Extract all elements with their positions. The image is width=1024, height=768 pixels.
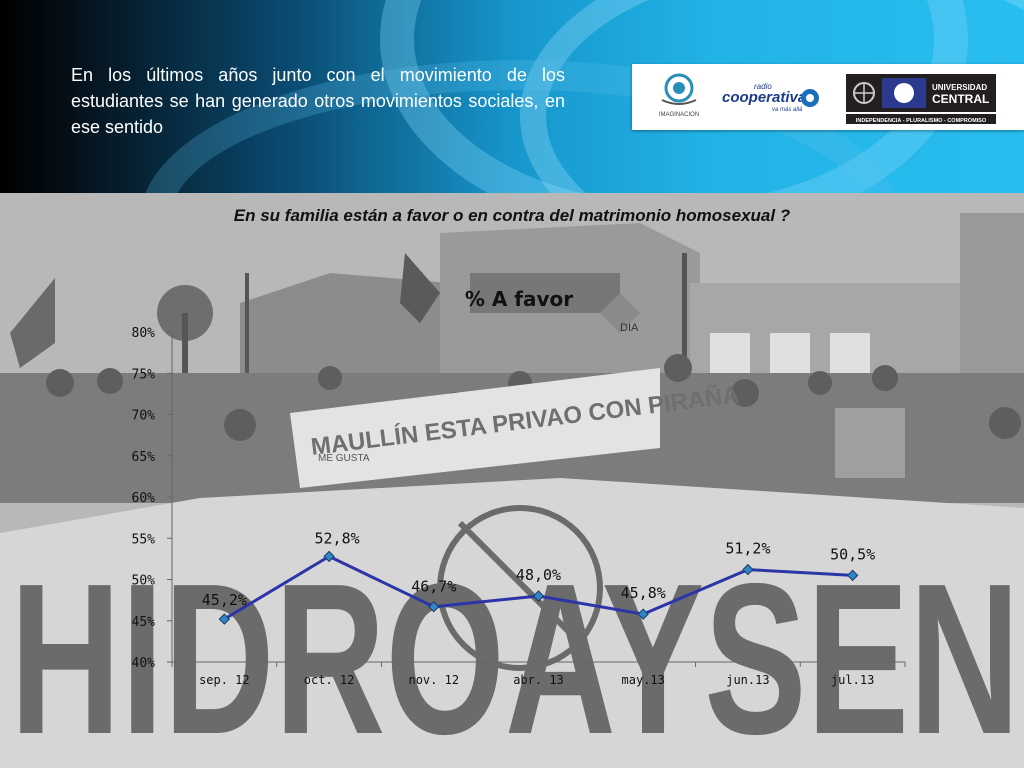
universidad-motto: INDEPENDENCIA - PLURALISMO - COMPROMISO [856,118,987,124]
x-tick-label: jul.13 [831,673,874,687]
building-center [440,223,700,413]
protest-photo: MAULLÍN ESTA PRIVAO CON PIRAÑA ME GUSTA … [0,193,1024,768]
line-chart: 40% 45% 50% 55% 60% 65% 70% 75% 80% sep. 12 oct. … [132,287,906,687]
y-tick-label: 50% [132,574,156,589]
y-tick-label: 60% [132,491,156,506]
data-label: 45,2% [202,591,247,609]
data-label: 51,2% [725,540,770,558]
radio-label: radio [754,82,772,91]
universidad-central-logo: UNIVERSIDAD CENTRAL INDEPENDENCIA - PLUR… [846,74,996,124]
data-point [532,590,545,602]
y-tick-label: 45% [132,615,156,630]
x-tick-label: oct. 12 [304,673,355,687]
data-point [637,608,649,620]
y-tick-label: 80% [132,326,156,341]
data-label: 45,8% [621,584,666,602]
data-point [428,601,440,613]
data-point [323,550,335,563]
data-label: 52,8% [314,529,359,547]
x-tick-label: may.13 [622,673,665,687]
chart-series [218,550,859,625]
chart-title: % A favor [465,287,573,311]
central-label: CENTRAL [932,92,989,106]
x-tick-label: abr. 13 [513,673,564,687]
flag-left [10,278,55,368]
data-point [218,613,231,625]
radio-tagline: va más allá [772,107,803,113]
y-tick-label: 55% [132,532,156,547]
y-tick-label: 75% [132,367,156,382]
x-tick-label: jun.13 [726,673,769,687]
x-tick-label: sep. 12 [199,673,250,687]
y-tick-label: 65% [132,450,156,465]
megusta-text: ME GUSTA [318,453,370,464]
photo-svg: MAULLÍN ESTA PRIVAO CON PIRAÑA ME GUSTA … [0,193,1024,768]
x-axis: sep. 12 oct. 12 nov. 12 abr. 13 may.13 jun.13… [171,661,906,687]
imaginacion-logo: IMAGINACION [659,73,699,118]
data-label: 48,0% [516,566,561,584]
data-point [742,563,754,576]
radio-cooperativa-logo: radio cooperativa va más allá [722,82,819,113]
y-tick-label: 70% [132,409,156,424]
y-axis: 40% 45% 50% 55% 60% 65% 70% 75% 80% [132,326,173,671]
imaginacion-label: IMAGINACION [659,112,699,118]
universidad-label: UNIVERSIDAD [932,83,987,92]
data-point [846,569,859,582]
hidroaysen-banner [0,478,1024,768]
y-tick-label: 40% [132,656,156,671]
sponsor-logos: IMAGINACION radio cooperativa va más all… [632,64,1024,130]
data-label: 50,5% [830,545,875,563]
building-left [240,273,450,393]
protest-banner [290,368,660,488]
logos-svg: IMAGINACION radio cooperativa va más all… [659,73,996,124]
intro-text: En los últimos años junto con el movimie… [71,65,565,137]
cooperativa-label: cooperativa [722,89,806,106]
sign-text: DIA [620,322,639,334]
data-label: 46,7% [411,578,456,596]
x-tick-label: nov. 12 [408,673,459,687]
survey-question: En su familia están a favor o en contra … [233,206,791,225]
data-labels: 45,2% 52,8% 46,7% 48,0% 45,8% 51,2% 50,5% [202,529,875,609]
